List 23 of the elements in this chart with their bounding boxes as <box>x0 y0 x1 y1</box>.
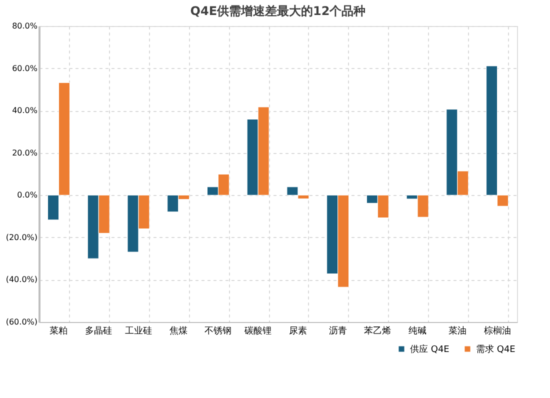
y-tick-label: 0.0% <box>17 190 38 200</box>
x-tick-label: 沥青 <box>328 326 347 336</box>
y-tick-label: (60.0%) <box>6 318 38 326</box>
x-tick-label: 多晶硅 <box>85 326 112 336</box>
x-tick-label: 焦煤 <box>169 326 188 336</box>
y-tick-label: 80.0% <box>12 22 38 30</box>
x-tick-label: 苯乙烯 <box>364 326 392 336</box>
legend-label: 需求 Q4E <box>476 344 516 355</box>
x-tick-label: 纯碱 <box>408 326 427 336</box>
y-tick-label: (20.0%) <box>6 232 38 242</box>
y-tick-label: 60.0% <box>12 64 38 73</box>
x-tick-label: 菜油 <box>448 326 466 336</box>
x-tick-label: 棕榈油 <box>484 326 511 336</box>
y-tick-label: 20.0% <box>12 148 38 158</box>
legend-label: 供应 Q4E <box>410 344 450 355</box>
chart-title: Q4E供需增速差最大的12个品种 <box>190 4 366 18</box>
x-tick-label: 不锈钢 <box>204 326 232 336</box>
x-tick-label: 尿素 <box>288 326 307 336</box>
x-tick-label: 碳酸锂 <box>244 326 272 336</box>
y-tick-label: (40.0%) <box>6 275 38 284</box>
x-tick-label: 工业硅 <box>124 326 152 336</box>
x-tick-label: 菜粕 <box>50 326 68 336</box>
y-tick-label: 40.0% <box>12 106 38 116</box>
